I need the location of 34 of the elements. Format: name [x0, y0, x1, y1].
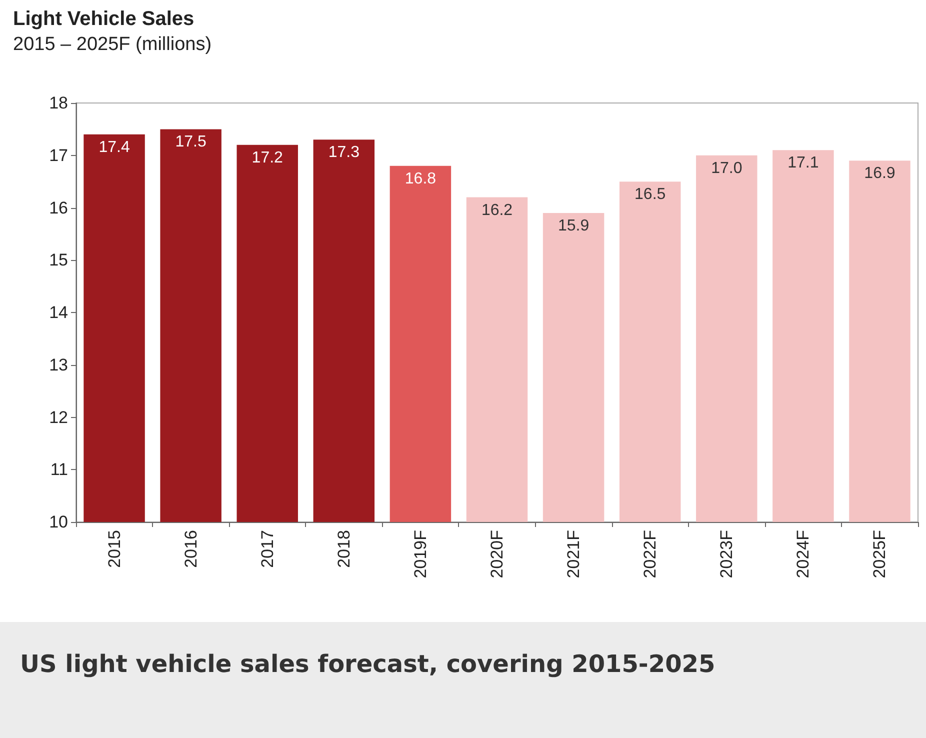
data-label: 17.2 — [252, 149, 284, 166]
y-tick-label: 11 — [50, 460, 68, 480]
x-tick-label: 2020F — [488, 530, 506, 578]
x-tick-label: 2017 — [258, 530, 277, 568]
data-label: 15.9 — [558, 217, 590, 234]
y-tick-label: 16 — [49, 198, 68, 218]
y-tick-label: 18 — [49, 94, 68, 112]
y-tick-label: 10 — [49, 512, 68, 532]
x-tick-label: 2019F — [410, 530, 430, 578]
y-tick-label: 14 — [49, 303, 68, 322]
y-tick-label: 17 — [49, 146, 68, 165]
data-label: 16.2 — [481, 202, 513, 219]
chart-subtitle: 2015 – 2025F (millions) — [13, 34, 212, 55]
data-label: 17.3 — [328, 144, 360, 162]
x-tick-label: 2022F — [640, 530, 660, 578]
y-tick-label: 12 — [49, 408, 68, 427]
data-label: 17.5 — [175, 134, 206, 151]
data-label: 17.1 — [788, 154, 819, 172]
y-tick-label: 13 — [49, 355, 68, 374]
x-tick-label: 2015 — [104, 530, 124, 568]
chart-title: Light Vehicle Sales — [13, 8, 194, 30]
y-tick-label: 15 — [49, 250, 68, 270]
data-label: 17.4 — [98, 138, 130, 156]
data-label: 16.9 — [864, 165, 896, 182]
x-tick-label: 2016 — [181, 530, 200, 568]
x-tick-label: 2024F — [794, 530, 813, 578]
data-label: 16.5 — [634, 186, 666, 204]
x-tick-label: 2023F — [717, 530, 736, 578]
data-label: 17.0 — [711, 160, 742, 177]
data-label: 16.8 — [404, 170, 436, 188]
text: US light vehicle sales forecast, covering 2015-2025 — [20, 650, 716, 678]
x-tick-label: 2025F — [870, 530, 890, 578]
x-tick-label: 2021F — [564, 530, 584, 578]
x-tick-label: 2018 — [334, 530, 354, 568]
